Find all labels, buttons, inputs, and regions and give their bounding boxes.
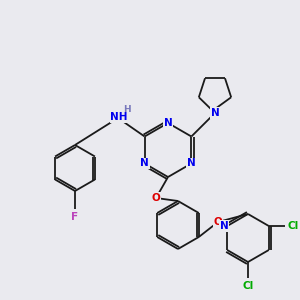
Text: N: N bbox=[220, 221, 229, 231]
Text: H: H bbox=[123, 106, 131, 115]
Text: Cl: Cl bbox=[242, 281, 253, 291]
Text: O: O bbox=[152, 193, 160, 203]
Text: N: N bbox=[187, 158, 196, 169]
Text: N: N bbox=[140, 158, 149, 169]
Text: N: N bbox=[211, 108, 219, 118]
Text: N: N bbox=[164, 118, 172, 128]
Text: NH: NH bbox=[110, 112, 128, 122]
Text: O: O bbox=[214, 217, 222, 227]
Text: F: F bbox=[71, 212, 79, 222]
Text: Cl: Cl bbox=[287, 221, 298, 231]
